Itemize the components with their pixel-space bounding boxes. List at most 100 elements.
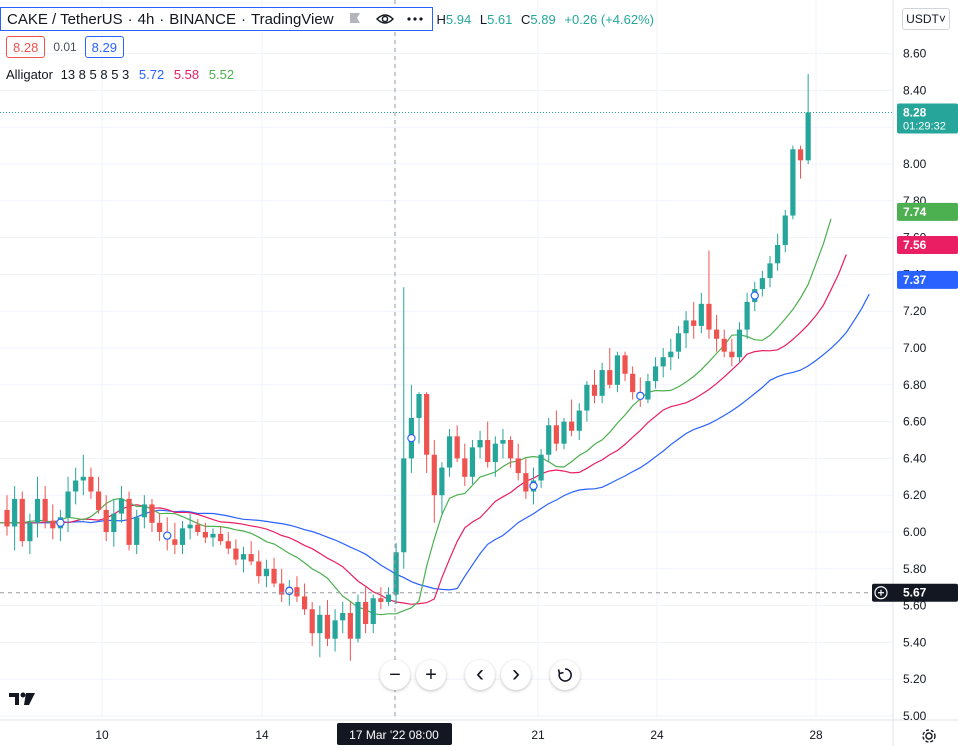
lips-price-tag-text: 7.74 bbox=[903, 205, 927, 219]
jaw-price-tag: 7.37 bbox=[897, 270, 958, 289]
candle-body bbox=[309, 609, 315, 634]
sell-button[interactable]: 8.28 bbox=[6, 36, 46, 58]
buy-button[interactable]: 8.29 bbox=[84, 36, 124, 58]
lips-price-tag-bg bbox=[897, 202, 958, 221]
time-tick-label: 10 bbox=[95, 728, 109, 742]
platform-label: TradingView bbox=[250, 10, 334, 28]
candle-body bbox=[332, 620, 338, 639]
candle-body bbox=[393, 552, 399, 595]
candle-body bbox=[721, 338, 727, 352]
candle-body bbox=[683, 320, 689, 334]
more-options-icon[interactable] bbox=[406, 10, 424, 28]
candle-body bbox=[202, 532, 208, 538]
candle-body bbox=[469, 447, 476, 477]
candle-body bbox=[347, 612, 353, 639]
teeth-price-tag-text: 7.56 bbox=[903, 238, 927, 252]
event-marker-icon bbox=[163, 531, 172, 540]
title-separator: · bbox=[159, 10, 165, 28]
teeth-price-tag: 7.56 bbox=[897, 235, 958, 254]
candle-body bbox=[706, 303, 712, 330]
price-tick-label: 6.80 bbox=[903, 378, 927, 392]
low-label: L bbox=[479, 11, 488, 27]
price-tick-label: 6.40 bbox=[903, 451, 927, 465]
candle-body bbox=[126, 498, 132, 545]
candle-body bbox=[439, 467, 445, 496]
zoom-in-button[interactable]: + bbox=[416, 660, 446, 690]
candle-body bbox=[12, 498, 18, 527]
price-tick-label: 6.60 bbox=[903, 415, 927, 429]
candle-body bbox=[263, 568, 270, 577]
tradingview-logo[interactable] bbox=[8, 690, 36, 708]
interval-label: 4h bbox=[137, 10, 155, 28]
candle-body bbox=[73, 480, 79, 492]
low-value: 5.61 bbox=[487, 11, 513, 27]
crosshair-time-tag: 17 Mar '22 08:00 bbox=[337, 723, 452, 745]
candle-body bbox=[584, 384, 590, 411]
candle-body bbox=[401, 458, 407, 553]
candle-body bbox=[546, 425, 552, 455]
candle-body bbox=[19, 498, 25, 542]
candle-body bbox=[416, 394, 422, 418]
candle-body bbox=[645, 381, 651, 400]
add-alert-icon bbox=[874, 586, 888, 600]
candle-body bbox=[149, 504, 155, 523]
candle-body bbox=[363, 601, 369, 624]
symbol-name: CAKE / TetherUS bbox=[7, 10, 123, 28]
gear-icon[interactable] bbox=[920, 727, 938, 745]
candle-body bbox=[324, 614, 331, 639]
crosshair-time-text: 17 Mar '22 08:00 bbox=[349, 728, 439, 742]
jaw-price-tag-text: 7.37 bbox=[903, 273, 927, 287]
candle-body bbox=[187, 524, 193, 529]
candle-body bbox=[317, 614, 323, 634]
candle-body bbox=[378, 598, 384, 602]
candle-body bbox=[614, 355, 620, 385]
candle-body bbox=[622, 355, 628, 374]
exchange-label: BINANCE bbox=[169, 10, 236, 28]
candle-body bbox=[507, 440, 514, 459]
candle-body bbox=[111, 513, 117, 532]
candle-body bbox=[271, 568, 277, 584]
scroll-left-button[interactable]: ‹ bbox=[465, 660, 495, 690]
candle-body bbox=[88, 476, 94, 492]
zoom-out-button[interactable]: − bbox=[380, 660, 410, 690]
candle-body bbox=[34, 498, 41, 523]
candle-body bbox=[759, 278, 765, 290]
price-tick-label: 5.60 bbox=[903, 599, 927, 613]
candle-body bbox=[485, 440, 491, 463]
currency-selector[interactable]: USDT˅ bbox=[902, 8, 950, 30]
eye-icon[interactable] bbox=[375, 10, 394, 28]
close-label: C bbox=[521, 11, 531, 27]
candle-body bbox=[233, 548, 239, 560]
time-tick-label: 28 bbox=[809, 728, 823, 742]
ohlc-values: H5.94 L5.61 C5.89 +0.26 (+4.62%) bbox=[437, 12, 654, 27]
symbol-title[interactable]: CAKE / TetherUS · 4h · BINANCE · Trading… bbox=[0, 7, 433, 31]
reset-chart-button[interactable] bbox=[550, 660, 580, 690]
indicator-legend[interactable]: Alligator 13 8 5 8 5 3 5.72 5.58 5.52 bbox=[6, 67, 234, 82]
price-tick-label: 5.00 bbox=[903, 709, 927, 723]
current-price-text: 8.28 bbox=[903, 105, 927, 119]
price-tick-label: 5.20 bbox=[903, 672, 927, 686]
candle-body bbox=[805, 112, 811, 161]
candle-body bbox=[538, 454, 544, 481]
candle-body bbox=[668, 351, 674, 358]
candle-body bbox=[477, 440, 483, 448]
close-value: 5.89 bbox=[530, 11, 556, 27]
indicator-params: 13 8 5 8 5 3 bbox=[60, 67, 130, 82]
time-tick-label: 14 bbox=[255, 728, 269, 742]
candle-body bbox=[355, 601, 361, 639]
event-marker-icon bbox=[636, 391, 645, 401]
price-tick-label: 6.00 bbox=[903, 525, 927, 539]
candle-body bbox=[569, 421, 575, 431]
candle-body bbox=[675, 333, 682, 352]
candle-body bbox=[591, 384, 598, 396]
flag-icon[interactable] bbox=[346, 10, 364, 28]
candle-body bbox=[80, 476, 86, 481]
crosshair-price-tag: 5.67 bbox=[872, 583, 958, 602]
candle-body bbox=[782, 215, 788, 245]
alligator-teeth-line bbox=[0, 254, 847, 605]
candle-body bbox=[218, 533, 224, 542]
scroll-right-button[interactable]: › bbox=[501, 660, 531, 690]
